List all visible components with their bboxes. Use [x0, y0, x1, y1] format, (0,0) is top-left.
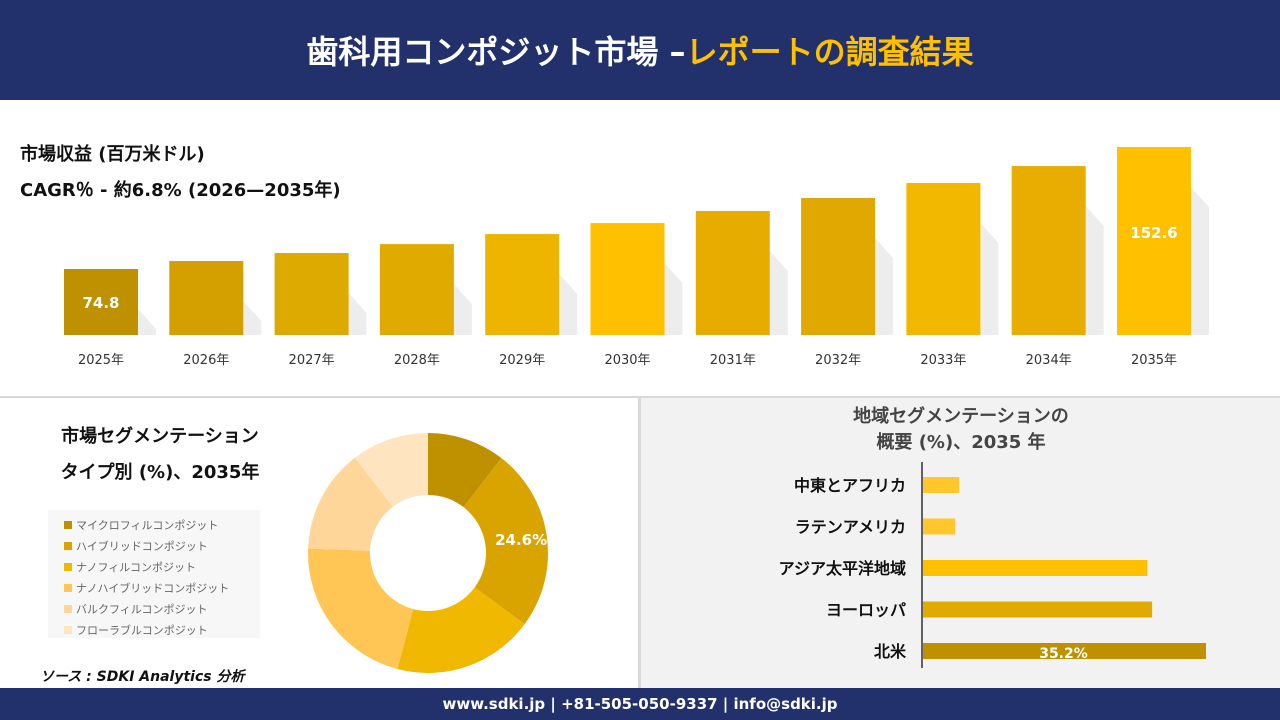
bar-ヨーロッパ: [923, 601, 1153, 618]
bar-2033年: [906, 182, 981, 335]
revenue-bar-chart: 2025年 74.8 2026年 2027年 2028年 2029年 2030年 2031年 2…: [64, 147, 1209, 368]
bar-shadow: [875, 238, 894, 335]
footer-contact: www.sdki.jp | +81-505-050-9337 | info@sd…: [0, 688, 1280, 720]
data-label: 24.6%: [495, 531, 547, 549]
donut-slice-2: [397, 587, 525, 673]
donut-slice-3: [308, 548, 414, 670]
divider: [638, 398, 641, 688]
y-tick-label: アジア太平洋地域: [779, 559, 906, 578]
y-tick-label: 北米: [874, 642, 907, 661]
legend-label: ハイブリッドコンポジット: [76, 539, 208, 553]
x-tick-label: 2032年: [815, 353, 861, 368]
legend-swatch: [64, 625, 72, 634]
y-tick-label: ラテンアメリカ: [795, 518, 906, 537]
bar-アジア太平洋地域: [923, 560, 1148, 576]
x-tick-label: 2028年: [394, 353, 440, 368]
legend-item: フローラブルコンポジット: [64, 619, 244, 640]
x-tick-label: 2027年: [289, 353, 335, 368]
type-chart-subtitle: タイプ別 (%)、2035年: [60, 462, 260, 483]
data-label: 152.6: [1130, 224, 1177, 242]
donut-slice-0: [428, 433, 502, 508]
source-note: ソース : SDKI Analytics 分析: [40, 669, 245, 685]
legend-swatch: [64, 604, 72, 613]
type-legend: マイクロフィルコンポジット ハイブリッドコンポジット ナノフィルコンポジットナノハイ…: [48, 510, 260, 638]
region-segment-panel: 地域セグメンテーションの 概要 (%)、2035 年 中東とアフリカ ラテンアメリカ…: [641, 398, 1280, 688]
divider: [0, 396, 1280, 398]
legend-swatch: [64, 562, 72, 571]
data-label: 74.8: [82, 294, 119, 312]
donut-slice-5: [355, 433, 428, 507]
bar-2030年: [590, 223, 665, 335]
legend-item: ナノハイブリッドコンポジット: [64, 577, 244, 598]
page-title: 歯科用コンポジット市場 –: [306, 33, 686, 71]
bar-北米: [923, 643, 1206, 659]
bar-shadow: [1085, 206, 1104, 335]
bar-2028年: [379, 244, 454, 335]
type-chart-title: 市場セグメンテーション: [61, 426, 259, 447]
y-tick-label: ヨーロッパ: [826, 601, 906, 620]
revenue-chart-panel: 市場収益 (百万米ドル) CAGR％ - 約6.8% (2026—2035年) …: [0, 100, 1280, 396]
bar-shadow: [1191, 187, 1209, 335]
bar-2031年: [695, 211, 770, 335]
bar-ラテンアメリカ: [923, 518, 956, 535]
legend-item: マイクロフィルコンポジット: [64, 514, 244, 535]
legend-item: ナノフィルコンポジット: [64, 556, 244, 577]
cagr-text: CAGR％ - 約6.8% (2026—2035年): [20, 180, 341, 201]
bar-2034年: [1011, 166, 1086, 335]
title-line: 概要 (%)、2035 年: [876, 432, 1046, 453]
legend-label: ナノフィルコンポジット: [76, 560, 197, 574]
legend-label: マイクロフィルコンポジット: [76, 518, 219, 532]
legend-swatch: [64, 541, 72, 550]
donut-slice-1: [463, 458, 548, 625]
bar-2025年: [64, 269, 138, 335]
x-tick-label: 2029年: [499, 353, 545, 368]
title-line: 地域セグメンテーションの: [853, 406, 1069, 427]
x-tick-label: 2035年: [1131, 353, 1177, 368]
x-tick-label: 2025年: [78, 353, 124, 368]
bar-shadow: [453, 284, 472, 335]
bar-2032年: [801, 198, 876, 335]
data-label: 35.2%: [1039, 646, 1088, 662]
page-title-accent: レポートの調査結果: [685, 33, 974, 71]
bar-shadow: [348, 293, 367, 335]
legend-label: バルクフィルコンポジット: [76, 602, 208, 616]
bar-shadow: [664, 263, 683, 335]
bar-shadow: [769, 251, 788, 335]
legend-label: ナノハイブリッドコンポジット: [76, 581, 230, 595]
bar-2035年: [1117, 147, 1191, 335]
revenue-chart-title: 市場収益 (百万米ドル): [20, 144, 205, 165]
x-tick-label: 2026年: [183, 353, 229, 368]
bar-shadow: [243, 301, 262, 335]
legend-item: バルクフィルコンポジット: [64, 598, 244, 619]
bar-2029年: [485, 234, 560, 335]
bar-shadow: [138, 309, 156, 335]
legend-swatch: [64, 583, 72, 592]
bar-2027年: [274, 253, 349, 335]
header-banner: 歯科用コンポジット市場 – レポートの調査結果: [0, 0, 1280, 100]
x-tick-label: 2033年: [920, 353, 966, 368]
bar-2026年: [169, 261, 244, 335]
legend-label: フローラブルコンポジット: [76, 623, 208, 637]
y-tick-label: 中東とアフリカ: [794, 476, 906, 495]
x-tick-label: 2030年: [604, 353, 650, 368]
region-chart-title: 地域セグメンテーションの 概要 (%)、2035 年: [771, 404, 1151, 456]
bar-shadow: [980, 222, 999, 335]
bar-中東とアフリカ: [923, 477, 960, 493]
legend-item: ハイブリッドコンポジット: [64, 535, 244, 556]
type-donut-chart: 24.6%: [308, 433, 548, 673]
type-segment-panel: 市場セグメンテーション タイプ別 (%)、2035年 マイクロフィルコンポジット…: [0, 398, 638, 688]
x-tick-label: 2031年: [710, 353, 756, 368]
legend-swatch: [64, 520, 72, 529]
donut-slice-4: [308, 457, 393, 551]
bar-shadow: [559, 274, 578, 335]
x-tick-label: 2034年: [1026, 353, 1072, 368]
